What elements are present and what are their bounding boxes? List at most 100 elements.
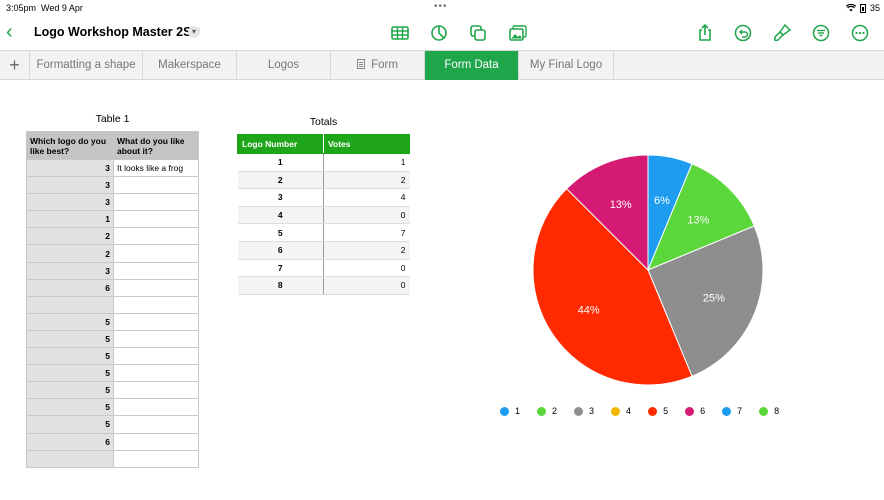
table1-comment-cell[interactable] xyxy=(113,364,199,383)
back-chevron-icon[interactable]: ‹ xyxy=(6,21,13,43)
table1-comment-cell[interactable] xyxy=(113,210,199,229)
table1-logo-cell[interactable]: 5 xyxy=(26,381,114,400)
shapes-icon[interactable] xyxy=(468,23,488,43)
table1-comment-cell[interactable] xyxy=(113,347,199,366)
table-row xyxy=(26,295,199,314)
totals-votes-cell[interactable]: 0 xyxy=(323,206,410,225)
table1-logo-cell[interactable]: 5 xyxy=(26,347,114,366)
table1-logo-cell[interactable]: 3 xyxy=(26,193,114,212)
totals-logo-number-cell[interactable]: 8 xyxy=(237,276,324,295)
table1-comment-cell[interactable] xyxy=(113,381,199,400)
legend-swatch xyxy=(611,406,621,416)
totals-votes-cell[interactable]: 2 xyxy=(323,171,410,190)
totals-votes-cell[interactable]: 0 xyxy=(323,259,410,278)
table1-logo-cell[interactable]: 5 xyxy=(26,364,114,383)
totals-logo-number-cell[interactable]: 7 xyxy=(237,259,324,278)
tab-makerspace[interactable]: Makerspace xyxy=(143,51,237,80)
totals-votes-cell[interactable]: 7 xyxy=(323,223,410,242)
totals-votes-cell[interactable]: 2 xyxy=(323,241,410,260)
table1-logo-cell[interactable]: 2 xyxy=(26,244,114,263)
table1-logo-cell[interactable] xyxy=(26,449,114,468)
legend-label: 2 xyxy=(552,406,558,416)
table1-logo-cell[interactable]: 2 xyxy=(26,227,114,246)
add-sheet-plus-icon[interactable]: + xyxy=(0,51,30,80)
totals-votes-cell[interactable]: 4 xyxy=(323,188,410,207)
pie-slice-label: 44% xyxy=(578,305,600,317)
legend-item: 6 xyxy=(685,404,705,418)
table1-comment-cell[interactable] xyxy=(113,278,199,297)
table1-header-cell[interactable]: What do you like about it? xyxy=(113,131,199,160)
totals-logo-number-cell[interactable]: 2 xyxy=(237,171,324,190)
totals-header-cell[interactable]: Logo Number xyxy=(237,134,324,154)
table1-logo-cell[interactable] xyxy=(26,295,114,314)
legend-swatch xyxy=(500,406,509,416)
table1-comment-cell[interactable] xyxy=(113,193,199,212)
totals-logo-number-cell[interactable]: 4 xyxy=(237,206,324,225)
table1-comment-cell[interactable] xyxy=(113,398,199,417)
totals-votes-cell[interactable]: 1 xyxy=(323,153,410,172)
table1-logo-cell[interactable]: 3 xyxy=(26,176,114,195)
table-row: 5 xyxy=(26,347,199,366)
table1-logo-cell[interactable]: 3 xyxy=(26,261,114,280)
table1-comment-cell[interactable] xyxy=(113,415,199,434)
table1-title[interactable]: Table 1 xyxy=(95,113,130,125)
pie-slice-6[interactable] xyxy=(565,154,649,272)
totals-title[interactable]: Totals xyxy=(309,116,338,128)
format-brush-icon[interactable] xyxy=(772,23,792,43)
undo-icon[interactable] xyxy=(733,23,753,43)
table1-comment-cell[interactable] xyxy=(113,312,199,331)
totals-logo-number-cell[interactable]: 6 xyxy=(237,241,324,260)
table1-header-cell[interactable]: Which logo do you like best? xyxy=(26,131,114,160)
table1-logo-cell[interactable]: 3 xyxy=(26,158,114,178)
table1-comment-cell[interactable] xyxy=(113,295,199,314)
pie-slice-5[interactable] xyxy=(532,187,693,386)
table1[interactable]: Which logo do you like best? What do you… xyxy=(26,131,199,468)
table1-logo-cell[interactable]: 6 xyxy=(26,278,114,297)
table1-comment-cell[interactable] xyxy=(113,227,199,246)
table-row: 3 It looks like a frog xyxy=(26,158,199,178)
legend-item: 1 xyxy=(500,404,520,418)
multitasking-dots-icon[interactable]: ••• xyxy=(434,1,448,12)
media-icon[interactable] xyxy=(508,23,528,43)
table1-logo-cell[interactable]: 5 xyxy=(26,329,114,349)
chart-icon[interactable] xyxy=(429,23,449,43)
totals-header-cell[interactable]: Votes xyxy=(323,134,410,154)
totals-logo-number-cell[interactable]: 1 xyxy=(237,153,324,172)
table1-comment-cell[interactable] xyxy=(113,261,199,280)
pie-chart[interactable]: 6% 13% 25% 44% 13% xyxy=(480,141,820,411)
table-row: 6 xyxy=(26,432,199,451)
pie-slice-2[interactable] xyxy=(647,163,755,271)
table1-logo-cell[interactable]: 5 xyxy=(26,398,114,417)
tab-my-final-logo[interactable]: My Final Logo xyxy=(519,51,614,80)
tab-logos[interactable]: Logos xyxy=(237,51,331,80)
totals-votes-cell[interactable]: 0 xyxy=(323,276,410,295)
table1-logo-cell[interactable]: 5 xyxy=(26,312,114,331)
table1-comment-cell[interactable]: It looks like a frog xyxy=(113,158,199,178)
more-icon[interactable] xyxy=(850,23,870,43)
table1-comment-cell[interactable] xyxy=(113,176,199,195)
tab-form-data[interactable]: Form Data xyxy=(425,51,519,80)
table1-logo-cell[interactable]: 1 xyxy=(26,210,114,229)
chart-legend[interactable]: 1 2 3 4 5 6 7 8 xyxy=(500,404,796,418)
table1-logo-cell[interactable]: 6 xyxy=(26,432,114,451)
share-icon[interactable] xyxy=(695,23,715,43)
tab-formatting-a-shape[interactable]: Formatting a shape xyxy=(30,51,143,80)
table1-comment-cell[interactable] xyxy=(113,244,199,263)
table1-comment-cell[interactable] xyxy=(113,329,199,349)
organize-icon[interactable] xyxy=(811,23,831,43)
totals-logo-number-cell[interactable]: 5 xyxy=(237,223,324,242)
tab-form[interactable]: Form xyxy=(331,51,425,80)
totals-logo-number-cell[interactable]: 3 xyxy=(237,188,324,207)
table-icon[interactable] xyxy=(390,23,410,43)
title-menu-chevron-icon[interactable]: ▾ xyxy=(188,26,200,38)
table1-logo-cell[interactable]: 5 xyxy=(26,415,114,434)
table1-comment-cell[interactable] xyxy=(113,432,199,451)
legend-item: 2 xyxy=(537,404,557,418)
document-title[interactable]: Logo Workshop Master 2SD xyxy=(34,25,201,39)
table-row xyxy=(26,449,199,468)
table1-comment-cell[interactable] xyxy=(113,449,199,468)
legend-label: 4 xyxy=(626,406,632,416)
